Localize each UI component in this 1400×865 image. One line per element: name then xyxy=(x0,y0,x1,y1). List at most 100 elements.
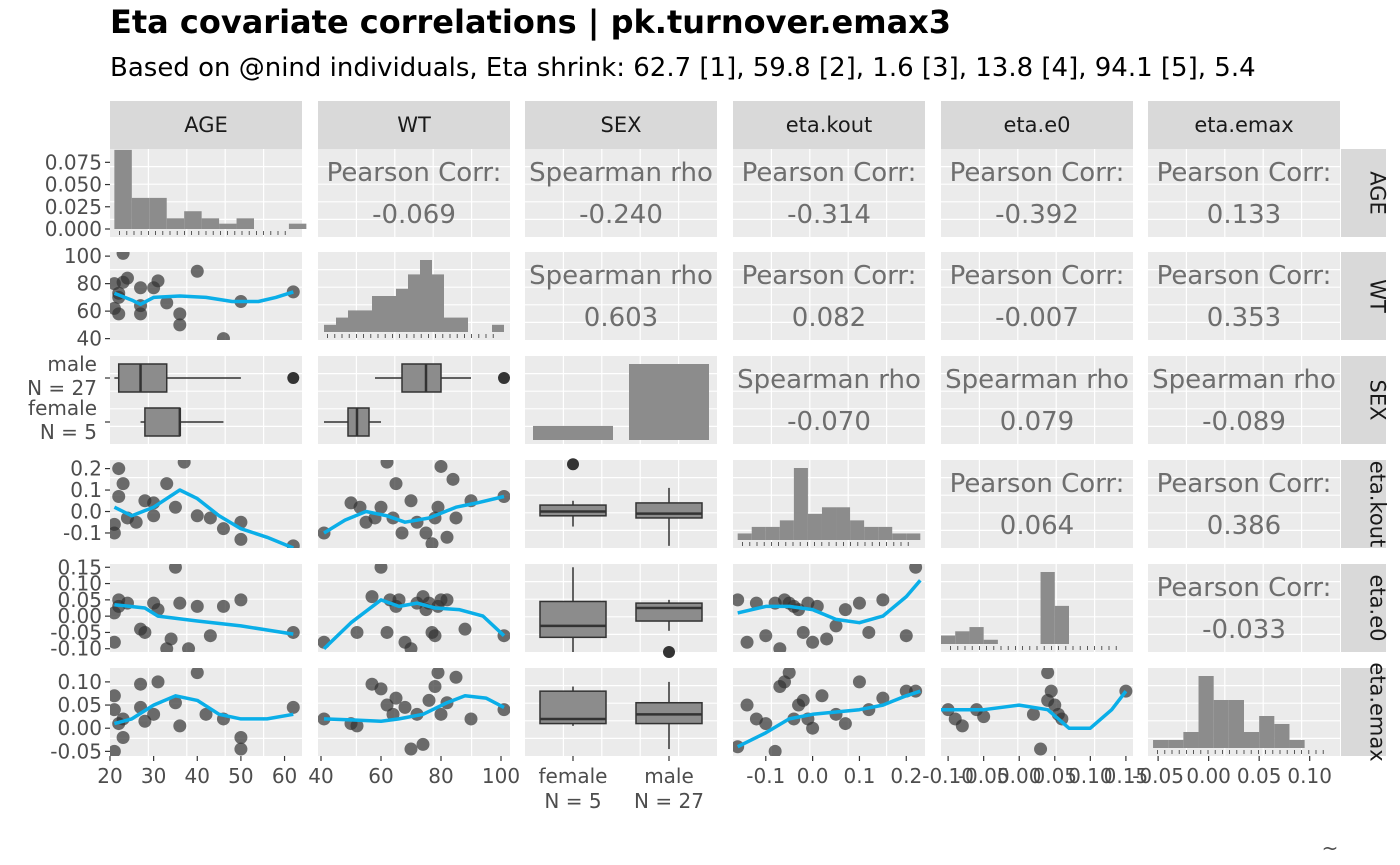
point xyxy=(876,593,890,607)
hist-bar-eta-kout xyxy=(864,526,879,540)
x-tick-label-sex: male xyxy=(644,764,694,788)
y-tick-label: 0.00 xyxy=(57,604,102,628)
hist-bar-age xyxy=(149,197,167,229)
panel-background xyxy=(1148,149,1340,237)
point xyxy=(168,696,182,710)
hist-bar-wt xyxy=(492,324,504,332)
column-strip-label-age: AGE xyxy=(184,113,228,137)
column-strip-eta-kout xyxy=(733,101,925,149)
column-strip-sex xyxy=(525,101,717,149)
scatter-age-eta-emax xyxy=(110,668,300,756)
x-tick-label: -0.05 xyxy=(1132,764,1184,788)
point xyxy=(134,307,148,321)
corr-label-r0-c4: Pearson Corr: xyxy=(950,158,1125,188)
hist-bar-eta-kout xyxy=(878,526,893,540)
point xyxy=(234,730,248,744)
corr-value-r0-c4: -0.392 xyxy=(995,200,1079,230)
panel-r1-c3 xyxy=(733,252,925,340)
point xyxy=(759,717,773,731)
hist-bar-eta-emax xyxy=(1213,700,1229,748)
point xyxy=(449,511,463,525)
panel-background xyxy=(525,252,717,340)
row-strip-age xyxy=(1341,149,1386,237)
panel-background xyxy=(733,149,925,237)
point xyxy=(203,629,217,643)
corr-label-r2-c4: Spearman rho xyxy=(945,365,1129,395)
panel-r4-c5 xyxy=(1148,564,1340,652)
row-strip-eta-e0 xyxy=(1341,564,1386,652)
corr-value-r1-c5: 0.353 xyxy=(1207,303,1281,333)
point xyxy=(168,500,182,514)
box-age-female-box xyxy=(144,407,181,437)
point xyxy=(404,494,418,508)
y-tick-label: 0.10 xyxy=(57,572,102,596)
point xyxy=(199,707,213,721)
point xyxy=(395,526,409,540)
corr-value-r4-c5: -0.033 xyxy=(1202,615,1286,645)
column-strip-eta-e0 xyxy=(941,101,1133,149)
y-tick-label-sex-male: male xyxy=(47,352,97,376)
panel-r2-c5 xyxy=(1148,356,1340,444)
point xyxy=(431,668,445,680)
hist-bar-wt xyxy=(336,317,348,332)
point xyxy=(182,642,196,652)
point xyxy=(422,693,436,707)
point xyxy=(909,564,923,574)
point xyxy=(806,635,820,649)
hist-bar-age xyxy=(184,211,202,229)
point xyxy=(740,635,754,649)
point xyxy=(203,511,217,525)
point xyxy=(365,590,379,604)
point xyxy=(374,564,388,574)
row-strip-sex xyxy=(1341,356,1386,444)
point xyxy=(350,625,364,639)
point xyxy=(838,603,852,617)
point xyxy=(147,707,161,721)
point xyxy=(151,274,165,288)
scatter-eta-kout-eta-e0 xyxy=(733,564,923,652)
x-tick-label: 0.10 xyxy=(1287,764,1332,788)
point xyxy=(955,719,969,733)
hist-bar-eta-e0 xyxy=(955,631,970,644)
x-tick-label: 0.0 xyxy=(797,764,829,788)
smooth-line xyxy=(113,290,294,307)
y-tick-label-sex-count-male: N = 27 xyxy=(27,376,97,400)
column-strip-label-eta-emax: eta.emax xyxy=(1194,113,1293,137)
y-tick-label: 0.05 xyxy=(57,588,102,612)
box-e0-male-outlier xyxy=(663,646,675,658)
point xyxy=(216,332,230,340)
column-strip-label-eta-e0: eta.e0 xyxy=(1004,113,1071,137)
corr-value-r0-c3: -0.314 xyxy=(787,200,871,230)
y-tick-label: 0.2 xyxy=(70,457,102,481)
scatter-eta-kout-eta-emax xyxy=(733,668,923,756)
box-e0-male-box xyxy=(635,602,703,622)
hist-bar-eta-kout xyxy=(793,468,808,540)
point xyxy=(380,625,394,639)
corr-value-r3-c4: 0.064 xyxy=(1000,511,1074,541)
row-strip-label-wt: WT xyxy=(1366,279,1390,313)
point xyxy=(733,740,745,754)
point xyxy=(425,537,439,548)
point xyxy=(134,281,148,295)
bar-female xyxy=(533,425,613,440)
y-tick-label: 0.15 xyxy=(57,555,102,579)
point xyxy=(852,675,866,689)
point xyxy=(110,744,121,756)
point xyxy=(112,307,126,321)
hist-bar-eta-kout xyxy=(836,507,851,540)
corr-label-r4-c5: Pearson Corr: xyxy=(1157,573,1332,603)
point xyxy=(815,689,829,703)
point xyxy=(134,677,148,691)
point xyxy=(216,599,230,613)
y-tick-label: 60 xyxy=(77,299,102,323)
y-tick-label: 0.075 xyxy=(45,150,102,174)
point xyxy=(168,564,182,574)
smooth-line xyxy=(113,488,294,548)
panel-r2-c3 xyxy=(733,356,925,444)
box-age-male-outlier xyxy=(287,372,300,384)
point xyxy=(1055,712,1069,726)
point xyxy=(449,670,463,684)
point xyxy=(116,730,130,744)
x-tick-label: 0.2 xyxy=(890,764,922,788)
point xyxy=(1026,707,1040,721)
